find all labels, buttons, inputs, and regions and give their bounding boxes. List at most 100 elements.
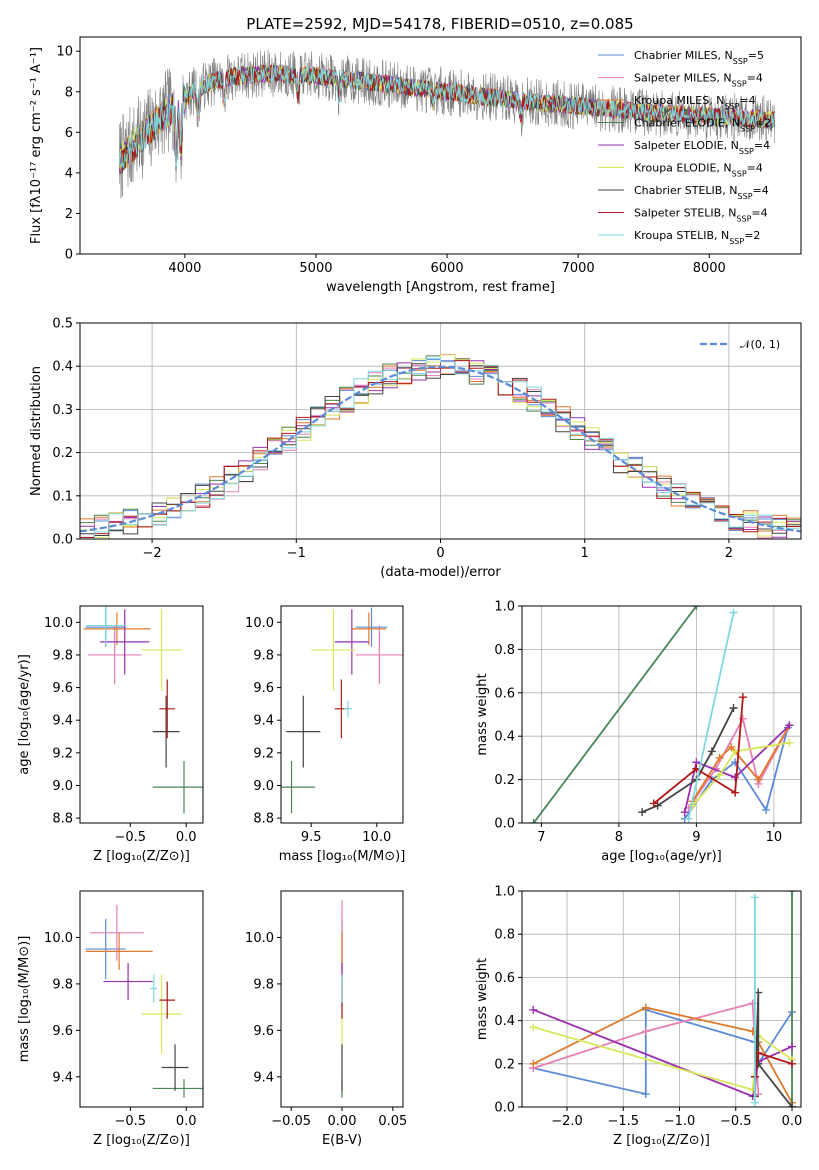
x-axis-label: (data-model)/error xyxy=(380,565,501,580)
y-tick-label: 1.0 xyxy=(494,885,515,900)
x-tick-label: 5000 xyxy=(299,261,332,276)
y-tick-label: 0.5 xyxy=(52,317,73,332)
mass-weight-point xyxy=(785,721,794,730)
y-tick-label: 8.8 xyxy=(253,812,274,827)
y-tick-label: 0.4 xyxy=(52,360,73,375)
x-axis-label: Z [log₁₀(Z/Z⊙)] xyxy=(613,1133,710,1148)
mass-weight-vs-age-panel: 7 8 9 10 0.0 0.2 0.4 0.6 0.8 1.0 age [log₁₀(age/yr… xyxy=(475,600,802,864)
histogram-group xyxy=(80,353,801,539)
y-tick-label: 0.4 xyxy=(494,1014,515,1029)
x-axis-label: mass [log₁₀(M/M⊙)] xyxy=(279,849,406,864)
legend-subscript: SSP xyxy=(739,147,754,156)
legend-entry: Kroupa STELIB, NSSP=2 xyxy=(634,229,760,246)
x-tick-label: 7000 xyxy=(562,261,595,276)
y-tick-label: 0.6 xyxy=(494,686,515,701)
mass-vs-metallicity-panel: −0.5 0.0 9.4 9.6 9.8 10.0 Z [log₁₀(Z/Z⊙)] mass … xyxy=(17,890,204,1148)
mass-weight-series xyxy=(532,606,698,823)
mass-weight-series xyxy=(533,1026,793,1091)
y-tick-label: 10.0 xyxy=(44,616,73,631)
y-tick-label: 10.0 xyxy=(245,931,274,946)
x-tick-label: 0.0 xyxy=(782,1114,803,1129)
y-tick-label: 0 xyxy=(65,248,73,263)
legend-count: =4 xyxy=(747,72,763,85)
axes-frame xyxy=(521,890,802,1108)
mass-weight-point xyxy=(738,693,747,702)
legend-count: =4 xyxy=(739,94,755,107)
y-axis-label: mass weight xyxy=(475,673,490,755)
y-tick-label: 4 xyxy=(65,166,73,181)
mass-weight-point xyxy=(715,771,724,780)
x-tick-label: 9 xyxy=(692,830,700,845)
axes-frame xyxy=(521,605,802,824)
mass-weight-series xyxy=(683,724,791,813)
x-axis-label: age [log₁₀(age/yr)] xyxy=(601,849,722,864)
y-tick-label: 0.8 xyxy=(494,643,515,658)
legend-entry: Salpeter ELODIE, NSSP=4 xyxy=(634,139,770,156)
mass-weight-point xyxy=(727,743,736,752)
legend-count: =4 xyxy=(751,207,767,220)
y-tick-label: 9.8 xyxy=(253,648,274,663)
legend-subscript: SSP xyxy=(732,169,747,178)
x-tick-label: −2 xyxy=(143,546,162,561)
x-tick-label: 8000 xyxy=(693,261,726,276)
y-tick-label: 10 xyxy=(56,45,73,60)
mass-weight-point xyxy=(680,808,689,817)
legend-subscript: SSP xyxy=(733,57,748,66)
y-tick-label: 9.8 xyxy=(52,648,73,663)
mass-weight-series xyxy=(653,697,744,805)
mass-weight-point xyxy=(788,1042,796,1051)
legend-subscript: SSP xyxy=(738,192,753,201)
mass-weight-series xyxy=(687,612,735,819)
x-tick-label: −0.05 xyxy=(271,1114,311,1129)
y-tick-label: 0.2 xyxy=(52,446,73,461)
age-vs-metallicity-panel: −0.5 0.0 8.8 9.0 9.2 9.4 9.6 9.8 10.0 Z [log₁₀(Z/… xyxy=(17,605,204,864)
residual-histogram-panel: −2 −1 0 1 2 0.0 0.1 0.2 0.3 0.4 0.5 (data-model)/er… xyxy=(29,317,802,580)
mass-weight-series xyxy=(687,716,791,809)
legend-entry: Salpeter STELIB, NSSP=4 xyxy=(634,207,768,224)
x-tick-label: −0.5 xyxy=(115,830,147,845)
mass-weight-point xyxy=(641,1027,650,1036)
mass-weight-point xyxy=(731,773,740,782)
legend-subscript: SSP xyxy=(732,79,747,88)
x-tick-label: 7 xyxy=(537,830,545,845)
residual-histogram xyxy=(80,360,801,539)
mass-weight-point xyxy=(762,805,771,814)
mass-weight-point xyxy=(738,714,747,723)
mass-weight-vs-metallicity-panel: −2.0 −1.5 −1.0 −0.5 0.0 0.0 0.2 0.4 0.6 0.8 1.0 Z [… xyxy=(475,885,802,1149)
legend-subscript: SSP xyxy=(724,102,739,111)
y-tick-label: 9.6 xyxy=(253,1024,274,1039)
mass-weight-point xyxy=(788,891,796,895)
axes-frame xyxy=(79,36,802,255)
legend-entry: Salpeter MILES, NSSP=4 xyxy=(634,72,763,89)
x-tick-label: 10 xyxy=(766,830,783,845)
y-tick-label: 0.3 xyxy=(52,403,73,418)
mass-weight-series xyxy=(691,741,790,807)
y-tick-label: 0.6 xyxy=(494,971,515,986)
mass-weight-point xyxy=(788,1103,796,1107)
legend-entry: Kroupa ELODIE, NSSP=4 xyxy=(634,162,763,179)
legend-count: =2 xyxy=(755,117,771,130)
mass-weight-point xyxy=(638,808,647,817)
mass-weight-point xyxy=(788,1059,796,1068)
y-tick-label: 9.4 xyxy=(52,1070,73,1085)
errorbar-group xyxy=(281,607,403,814)
y-tick-label: 6 xyxy=(65,126,73,141)
x-tick-label: −2.0 xyxy=(551,1114,583,1129)
mass-weight-point xyxy=(641,1090,650,1099)
y-tick-label: 8.8 xyxy=(52,812,73,827)
gaussian-curve xyxy=(80,365,801,533)
legend-subscript: SSP xyxy=(740,124,755,133)
figure-title: PLATE=2592, MJD=54178, FIBERID=0510, z=0… xyxy=(246,15,633,33)
y-tick-label: 0.2 xyxy=(494,1057,515,1072)
y-tick-label: 9.8 xyxy=(253,977,274,992)
x-tick-label: 0.00 xyxy=(328,1114,357,1129)
y-tick-label: 2 xyxy=(65,207,73,222)
y-tick-label: 1.0 xyxy=(494,600,515,615)
y-axis-label: Flux [fλ10⁻¹⁷ erg cm⁻² s⁻¹ A⁻¹] xyxy=(29,47,44,244)
y-tick-label: 9.4 xyxy=(52,714,73,729)
y-axis-label: age [log₁₀(age/yr)] xyxy=(17,654,32,775)
legend-count: =4 xyxy=(747,162,763,175)
mass-weight-point xyxy=(529,819,538,823)
errorbar-group xyxy=(85,904,203,1098)
